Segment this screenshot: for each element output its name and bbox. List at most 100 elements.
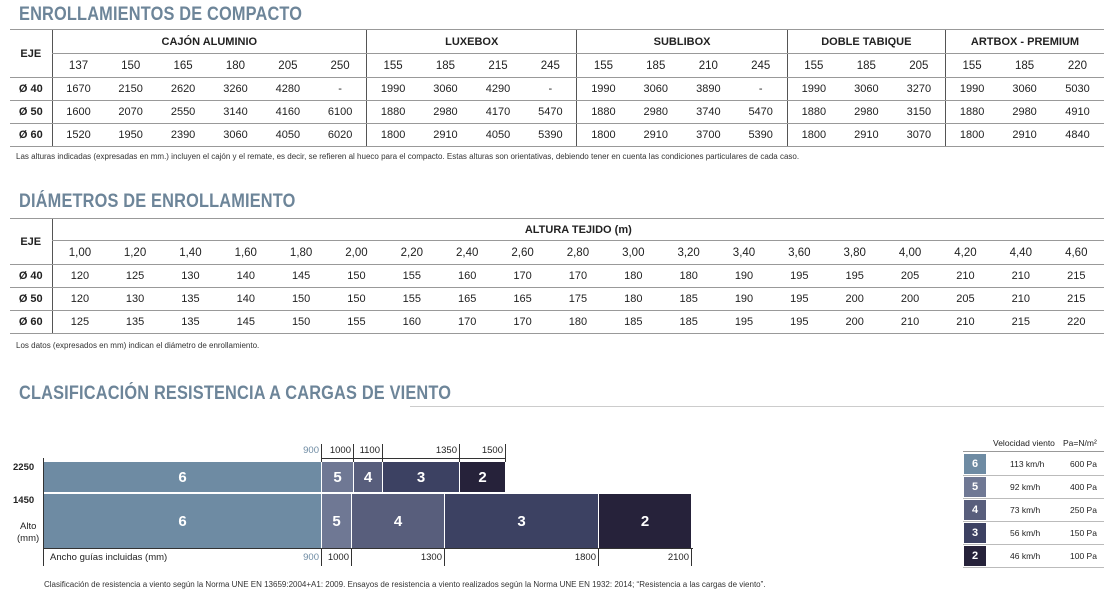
group-header: LUXEBOX [366, 29, 577, 54]
title-rule [410, 406, 1104, 407]
column-header: 3,00 [605, 240, 661, 265]
value-cell: 5390 [734, 123, 788, 147]
eje-cell: Ø 60 [10, 310, 52, 334]
value-cell: 1520 [51, 123, 105, 147]
value-cell: 4290 [471, 77, 525, 101]
value-cell: 3270 [892, 77, 946, 101]
column-header: 155 [944, 53, 999, 78]
legend-class-swatch: 3 [964, 523, 986, 543]
section-title-diametros: DIÁMETROS DE ENROLLAMIENTO [19, 191, 296, 212]
top-tick-label: 900 [303, 445, 319, 456]
value-cell: 1800 [576, 123, 630, 147]
value-cell: 150 [328, 264, 385, 288]
value-cell: 210 [937, 310, 994, 334]
tick-line [351, 548, 352, 566]
value-cell: 1950 [104, 123, 157, 147]
tick-line [353, 444, 354, 462]
value-cell: - [734, 77, 788, 101]
compacto-table: EJE CAJÓN ALUMINIO LUXEBOX SUBLIBOX DOBLE TA… [10, 29, 1104, 147]
column-header: 1,80 [273, 240, 329, 265]
x-axis-bottom [43, 548, 693, 549]
eje-cell: Ø 40 [10, 77, 53, 101]
wind-class-bar: 4 [354, 462, 382, 492]
value-cell: 220 [1048, 310, 1105, 334]
value-cell: 3260 [209, 77, 262, 101]
wind-class-bar: 2 [599, 494, 691, 548]
value-cell: 190 [716, 264, 772, 288]
legend-top-rule [963, 451, 1104, 452]
value-cell: 210 [993, 287, 1049, 311]
eje-cell: Ø 60 [10, 123, 53, 147]
value-cell: 3060 [629, 77, 683, 101]
tick-line [321, 548, 322, 566]
tick-line [321, 444, 322, 462]
value-cell: 4050 [471, 123, 525, 147]
tick-line [598, 548, 599, 566]
column-header: 185 [629, 53, 683, 78]
bottom-tick-label: 1000 [327, 552, 349, 563]
legend-pressure: 250 Pa [1070, 505, 1097, 515]
value-cell: 145 [218, 310, 274, 334]
value-cell: 195 [716, 310, 772, 334]
legend-row-rule [963, 567, 1104, 568]
value-cell: 160 [384, 310, 440, 334]
value-cell: - [314, 77, 367, 101]
value-cell: 5390 [524, 123, 577, 147]
value-cell: 170 [439, 310, 495, 334]
legend-pressure: 150 Pa [1070, 528, 1097, 538]
legend-speed: 92 km/h [1010, 482, 1041, 492]
top-tick-label: 1350 [435, 445, 457, 456]
value-cell: 130 [162, 264, 219, 288]
section-title-viento: CLASIFICACIÓN RESISTENCIA A CARGAS DE VI… [19, 383, 452, 404]
value-cell: 1800 [944, 123, 999, 147]
value-cell: 2980 [629, 100, 683, 124]
value-cell: 210 [937, 264, 994, 288]
group-header: SUBLIBOX [576, 29, 788, 54]
column-header: 137 [51, 53, 105, 78]
value-cell: 2070 [104, 100, 157, 124]
value-cell: 135 [162, 310, 219, 334]
value-cell: 130 [107, 287, 163, 311]
value-cell: 3060 [998, 77, 1051, 101]
column-header: 3,40 [716, 240, 772, 265]
tick-line [691, 548, 692, 566]
value-cell: 3150 [892, 100, 946, 124]
alto-label: Alto [20, 521, 37, 532]
value-cell: 165 [494, 287, 551, 311]
column-header: 4,40 [993, 240, 1049, 265]
wind-class-bar: 6 [44, 462, 321, 492]
column-header: 2,40 [439, 240, 495, 265]
value-cell: 140 [218, 287, 274, 311]
value-cell: 165 [439, 287, 495, 311]
wind-class-bar: 6 [44, 494, 321, 548]
legend-class-swatch: 6 [964, 454, 986, 474]
value-cell: 210 [882, 310, 938, 334]
diametros-note: Los datos (expresados en mm) indican el … [16, 341, 260, 350]
value-cell: 2910 [419, 123, 472, 147]
value-cell: 215 [993, 310, 1049, 334]
y-axis [43, 458, 44, 566]
wind-class-bar: 5 [322, 462, 353, 492]
value-cell: 120 [51, 264, 108, 288]
wind-class-bar: 5 [322, 494, 351, 548]
value-cell: 2910 [998, 123, 1051, 147]
value-cell: 155 [384, 287, 440, 311]
column-header: 4,20 [937, 240, 994, 265]
bottom-tick-label: 2100 [667, 552, 689, 563]
tick-line [505, 444, 506, 462]
column-header: 245 [734, 53, 788, 78]
column-header: 4,60 [1048, 240, 1105, 265]
value-cell: 170 [550, 264, 606, 288]
value-cell: 3070 [892, 123, 946, 147]
value-cell: 4160 [261, 100, 315, 124]
value-cell: 5470 [734, 100, 788, 124]
legend-class-swatch: 5 [964, 477, 986, 497]
value-cell: 2910 [839, 123, 893, 147]
height-label: 2250 [13, 462, 35, 473]
value-cell: 135 [162, 287, 219, 311]
value-cell: 180 [660, 264, 717, 288]
value-cell: 2980 [839, 100, 893, 124]
value-cell: 145 [273, 264, 329, 288]
column-header: 3,60 [771, 240, 828, 265]
value-cell: 1800 [366, 123, 420, 147]
